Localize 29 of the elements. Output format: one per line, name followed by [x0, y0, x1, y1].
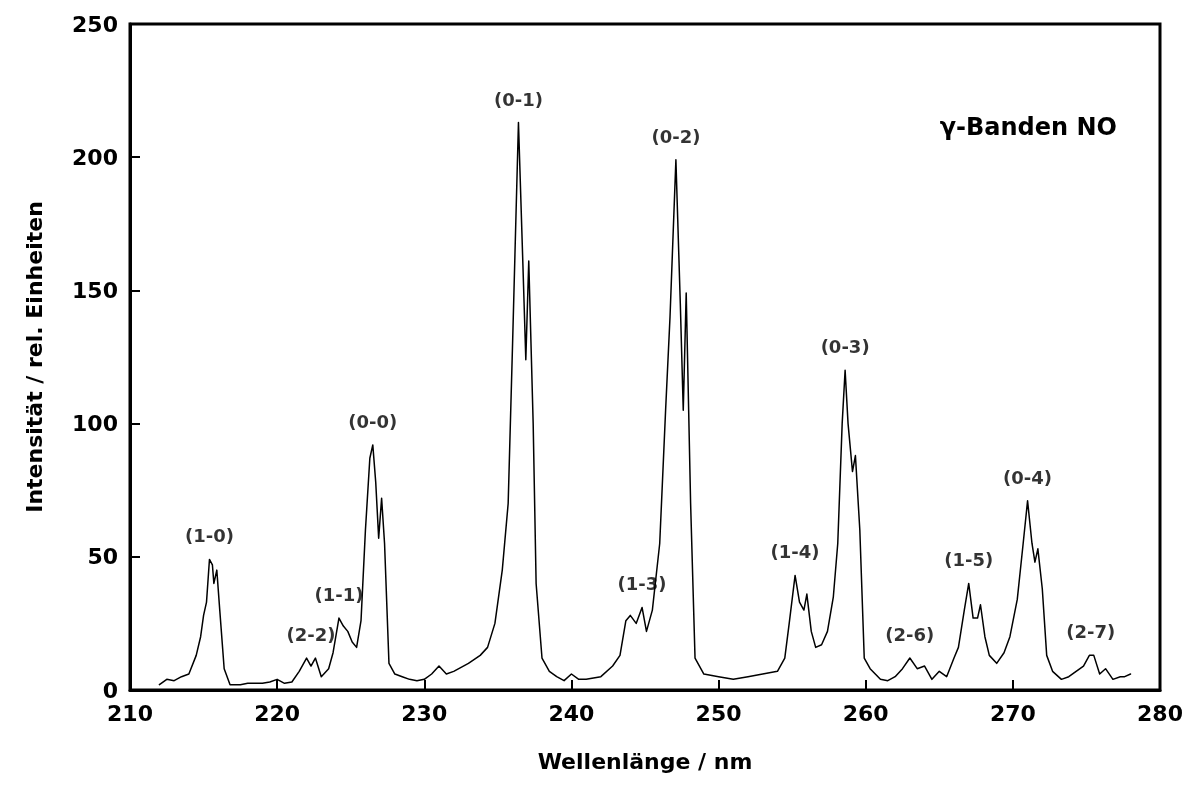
annotation: (0-1)	[493, 88, 543, 110]
annotation: (0-2)	[651, 125, 701, 147]
annotation: (1-5)	[944, 549, 994, 571]
y-tick-label: 50	[87, 544, 118, 570]
y-tick-label: 100	[72, 411, 118, 437]
x-tick-label: 210	[107, 700, 153, 726]
annotation: (1-0)	[184, 525, 234, 547]
text: γ-Banden NO	[939, 113, 1118, 141]
y-tick-label: 0	[102, 677, 118, 703]
x-tick-label: 270	[989, 700, 1036, 726]
x-tick-label: 250	[695, 700, 742, 726]
annotation: (2-6)	[885, 624, 935, 646]
annotation: (1-1)	[314, 584, 364, 606]
annotation: (0-4)	[1003, 466, 1053, 488]
x-tick-label: 260	[842, 700, 889, 726]
y-tick-label: 200	[72, 144, 118, 170]
annotation: (0-0)	[348, 410, 398, 432]
y-tick-label: 150	[72, 277, 118, 303]
annotation: (2-7)	[1066, 621, 1116, 643]
x-tick-label: 220	[254, 700, 301, 726]
x-tick-label: 280	[1137, 700, 1183, 726]
x-tick-label: 240	[548, 700, 595, 726]
x-tick-label: 230	[401, 700, 448, 726]
y-tick-label: 250	[72, 11, 118, 37]
annotation: (2-2)	[286, 624, 336, 646]
y-axis-title: Intensität / rel. Einheiten	[21, 201, 47, 513]
annotation: (1-4)	[770, 541, 820, 563]
annotation: (0-3)	[820, 336, 870, 358]
x-axis-title: Wellenlänge / nm	[537, 748, 753, 774]
